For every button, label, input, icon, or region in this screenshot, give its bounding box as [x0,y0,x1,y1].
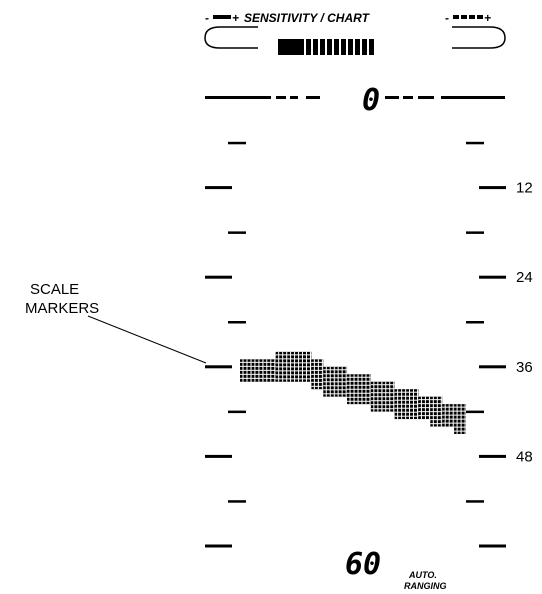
scale-marker-minor [228,141,246,145]
chart-column [335,366,348,397]
scale-labels: 12 24 36 48 [516,180,533,466]
sensitivity-level-bar [213,15,231,19]
meter-segment [306,39,311,55]
scale-marker-minor [228,321,246,324]
meter-segment [348,39,353,55]
chart-minus-label: - [445,11,449,25]
meter-segment [313,39,318,55]
scale-marker-minor [228,500,246,503]
chart-column [382,381,395,412]
callout-line-1: SCALE [30,281,79,298]
scale-marker-major [479,365,506,369]
sensitivity-meter [278,39,374,55]
top-digit-display: 0 [362,83,380,118]
header-title: SENSITIVITY / CHART [244,11,371,25]
sensitivity-minus-label: - [205,11,209,25]
meter-segment [285,39,292,55]
meter-segment [341,39,346,55]
scale-marker-minor [466,500,484,503]
scale-label: 36 [516,359,533,376]
scale-marker-minor [466,231,484,234]
callout-leader-line [87,315,207,364]
bottom-digit-display: 60 [345,547,381,582]
chart-column [418,396,431,420]
scale-marker-minor [466,410,484,414]
chart-bracket [452,26,506,49]
chart-column [323,366,336,397]
scale-marker-minor [466,321,484,324]
meter-segment [278,39,285,55]
chart-column [263,359,276,382]
meter-segment [369,39,374,55]
chart-plus-label: + [484,11,491,25]
chart-column [442,404,455,427]
chart-column [406,389,419,420]
meter-segment [327,39,332,55]
scale-marker-major [479,186,506,190]
scale-marker-major [205,454,232,458]
meter-segment [299,39,304,55]
scale-marker-major [479,275,506,279]
auto-label: AUTO. [408,570,437,580]
scale-marker-major [205,186,232,190]
callout-line-2: MARKERS [25,300,99,317]
chart-column [299,351,312,382]
top-reading-line [205,96,505,99]
chart-column [370,381,383,412]
scale-marker-minor [228,231,246,234]
scale-markers-callout: SCALE MARKERS [25,281,207,364]
scale-marker-major [479,454,506,458]
chart-column [287,351,300,382]
scale-label: 12 [516,180,533,197]
scale-label: 48 [516,448,533,465]
scale-marker-major [205,275,232,279]
chart-column [430,396,443,427]
sensitivity-bracket [204,26,258,49]
chart-column [311,359,324,390]
meter-segment [362,39,367,55]
meter-segment [355,39,360,55]
scale-marker-minor [228,410,246,414]
right-scale-markers [466,141,506,548]
ranging-label: RANGING [404,581,447,591]
meter-segment [292,39,299,55]
meter-segment [334,39,339,55]
chart-column [240,359,252,382]
chart-column [358,374,371,405]
meter-segment [320,39,325,55]
chart-column [251,359,264,382]
chart-column [394,389,407,420]
chart-column [454,404,466,434]
scale-marker-minor [466,141,484,145]
chart-column [347,374,359,405]
chart-column [275,351,288,382]
scale-label: 24 [516,269,533,286]
left-scale-markers [205,141,246,548]
sensitivity-plus-label: + [232,11,239,25]
scale-marker-major [205,544,232,548]
chart-area [240,351,466,434]
chart-level-bar [453,15,483,19]
header-bar: - + SENSITIVITY / CHART - + [204,11,506,55]
scale-marker-major [479,544,506,548]
scale-marker-major [205,365,232,369]
